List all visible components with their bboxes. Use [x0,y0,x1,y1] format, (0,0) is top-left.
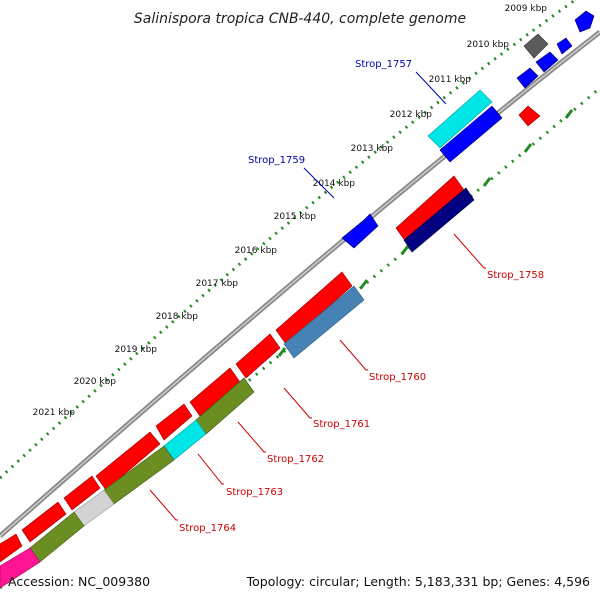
scale-label: 2017 kbp [196,279,239,289]
scale-label: 2016 kbp [235,246,278,256]
leader-strop-1759 [303,167,335,199]
major-tick [400,245,410,255]
gene-strop-1758[interactable] [403,187,475,253]
major-tick [564,109,574,119]
accession-text: Accession: NC_009380 [8,574,150,589]
gene-label[interactable]: Strop_1764 [179,523,236,534]
major-tick [359,279,369,289]
reverse-strand-features [0,175,475,589]
major-tick [277,347,287,357]
map-title: Salinispora tropica CNB-440, complete ge… [134,11,466,27]
gene-feature[interactable] [439,105,503,163]
gene-feature[interactable] [518,105,541,127]
leader-strop-1758 [453,233,486,269]
leader-strop-1760 [339,339,368,371]
gene-label[interactable]: Strop_1760 [369,372,426,383]
gene-feature[interactable] [535,51,559,73]
gene-feature[interactable] [574,10,595,33]
gene-feature[interactable] [95,431,161,491]
gene-label[interactable]: Strop_1758 [487,270,544,281]
gene-feature[interactable] [235,333,281,379]
gene-feature[interactable] [21,501,67,543]
gene-strop-1757[interactable] [427,89,493,149]
gene-feature[interactable] [63,475,101,511]
gene-feature[interactable] [523,33,549,59]
major-tick [523,143,533,153]
scale-label: 2021 kbp [33,408,76,418]
genome-summary-text: Topology: circular; Length: 5,183,331 bp… [246,574,590,589]
leader-strop-1763 [197,453,224,485]
label-leaders [149,71,486,521]
gene-label[interactable]: Strop_1757 [355,59,412,70]
scale-label: 2015 kbp [274,212,317,222]
scale-label: 2018 kbp [156,312,199,322]
genome-backbone-highlight [0,31,600,537]
scale-label: 2012 kbp [390,110,433,120]
leader-strop-1761 [283,387,312,419]
gene-label[interactable]: Strop_1762 [267,454,324,465]
gene-labels: Strop_1757 Strop_1759 Strop_1758 Strop_1… [179,59,544,534]
gene-feature[interactable] [0,533,23,563]
gene-feature[interactable] [155,403,193,441]
outer-scale-ring [0,0,576,480]
scale-label: 2014 kbp [313,179,356,189]
scale-label: 2009 kbp [505,4,548,14]
scale-label: 2013 kbp [351,144,394,154]
gene-strop-1760[interactable] [283,285,365,359]
gene-feature[interactable] [0,547,41,589]
gene-feature[interactable] [275,271,353,345]
leader-strop-1762 [237,421,266,453]
scale-label: 2019 kbp [115,345,158,355]
gene-label[interactable]: Strop_1763 [226,487,283,498]
leader-strop-1757 [415,71,447,105]
major-tick [482,177,492,187]
gene-strop-1759[interactable] [341,213,379,249]
gene-feature[interactable] [516,67,539,89]
scale-label: 2010 kbp [467,40,510,50]
forward-strand-features [0,10,595,563]
gene-label[interactable]: Strop_1761 [313,419,370,430]
gene-feature[interactable] [556,37,573,55]
leader-strop-1764 [149,489,178,521]
scale-label: 2020 kbp [74,377,117,387]
scale-labels: 2009 kbp 2010 kbp 2011 kbp 2012 kbp 2013… [33,4,548,418]
gene-label[interactable]: Strop_1759 [248,155,305,166]
scale-label: 2011 kbp [429,75,472,85]
